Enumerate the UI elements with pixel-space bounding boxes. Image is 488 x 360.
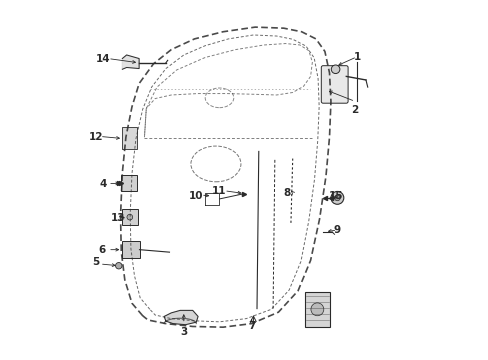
FancyBboxPatch shape (122, 209, 138, 225)
Text: 4: 4 (100, 179, 107, 189)
Text: 14: 14 (96, 54, 110, 64)
Polygon shape (164, 310, 198, 325)
Circle shape (330, 192, 343, 204)
Circle shape (331, 65, 339, 73)
Polygon shape (122, 55, 139, 69)
Circle shape (115, 262, 122, 269)
FancyBboxPatch shape (304, 292, 329, 327)
Text: 5: 5 (92, 257, 100, 267)
FancyBboxPatch shape (121, 175, 137, 192)
Text: 12: 12 (89, 132, 103, 142)
Circle shape (310, 303, 323, 316)
FancyBboxPatch shape (122, 241, 140, 257)
Text: 3: 3 (180, 327, 187, 337)
Text: 7: 7 (247, 321, 255, 332)
Circle shape (127, 214, 132, 220)
Text: 15: 15 (327, 191, 342, 201)
Text: 10: 10 (189, 191, 203, 201)
Text: 8: 8 (283, 188, 290, 198)
Text: 2: 2 (351, 105, 358, 115)
FancyBboxPatch shape (122, 127, 137, 149)
Text: 1: 1 (353, 52, 360, 62)
Text: 13: 13 (110, 212, 124, 222)
Circle shape (334, 195, 340, 201)
Text: 9: 9 (333, 225, 340, 235)
Text: 11: 11 (212, 186, 226, 196)
FancyBboxPatch shape (321, 66, 347, 103)
Text: 6: 6 (98, 245, 105, 255)
